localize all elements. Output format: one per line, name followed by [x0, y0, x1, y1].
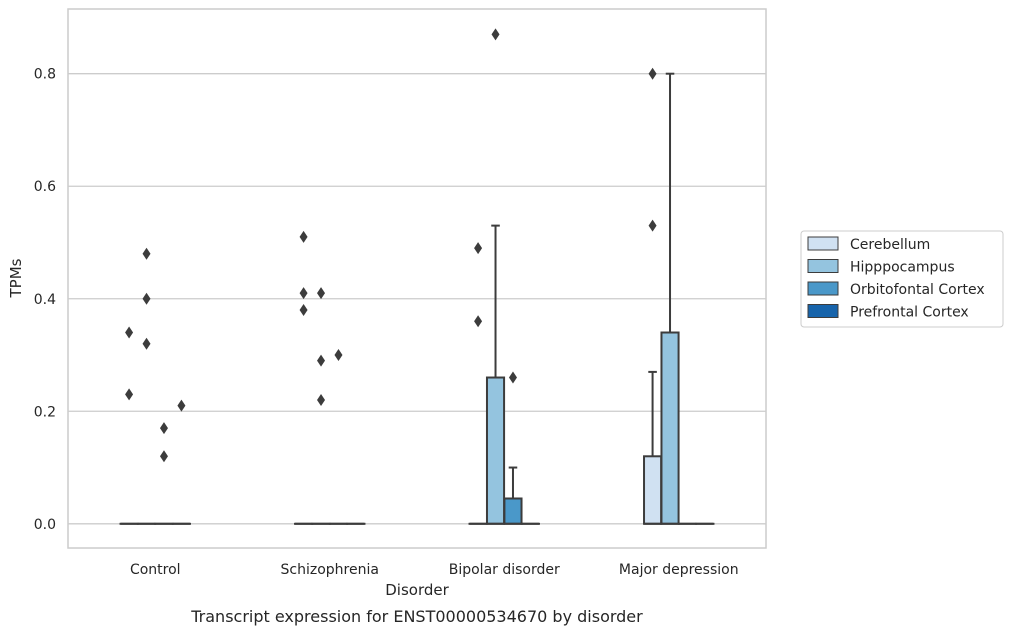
legend-label: Prefrontal Cortex [850, 305, 969, 321]
box-body [485, 376, 506, 525]
outlier-point [317, 394, 326, 407]
outlier-point [142, 292, 151, 305]
outlier-point [299, 304, 308, 317]
outlier-point [334, 349, 343, 362]
box-body [503, 497, 523, 525]
y-axis-label: TPMs [7, 258, 25, 298]
legend-swatch [807, 236, 839, 251]
outlier-point [648, 67, 657, 80]
legend-label: Cerebellum [850, 237, 930, 253]
box-orbitofontal-cortex [503, 466, 523, 525]
outlier-point [317, 354, 326, 367]
outlier-point [125, 388, 134, 401]
legend-label: Hipppocampus [850, 260, 955, 276]
outlier-point [125, 326, 134, 339]
box-hipppocampus [485, 224, 506, 525]
legend-swatch [807, 259, 839, 273]
box-plot-series [119, 72, 715, 525]
y-tick-label: 0.8 [34, 67, 56, 83]
outlier-point [508, 371, 517, 384]
legend: Cerebellum Hipppocampus Orbitofontal Corte… [800, 230, 1004, 328]
x-tick-label: Schizophrenia [281, 562, 379, 578]
outlier-point [491, 28, 500, 41]
outlier-point [142, 247, 151, 260]
box-body [660, 331, 680, 525]
outlier-point [159, 450, 168, 463]
outlier-point [177, 399, 186, 412]
outlier-point [299, 287, 308, 300]
legend-label: Orbitofontal Cortex [850, 282, 985, 298]
legend-frame [800, 230, 1004, 328]
x-axis-label: Disorder [385, 581, 449, 599]
outlier-point [317, 287, 326, 300]
outlier-point [142, 337, 151, 350]
outlier-point [648, 219, 657, 232]
outlier-point [159, 422, 168, 435]
box-hipppocampus [660, 72, 680, 525]
y-tick-label: 0.6 [34, 179, 56, 195]
y-tick-label: 0.0 [34, 517, 56, 533]
chart-caption: Transcript expression for ENST0000053467… [190, 607, 643, 626]
legend-swatch [807, 304, 839, 318]
y-tick-labels: 0.0 0.2 0.4 0.6 0.8 [34, 67, 56, 533]
legend-swatch [807, 281, 839, 296]
x-tick-labels: Control Schizophrenia Bipolar disorder Majo… [130, 562, 739, 578]
box-body [643, 455, 663, 525]
outlier-point [474, 315, 483, 328]
plot-frame [67, 8, 767, 549]
outlier-point [474, 242, 483, 255]
x-tick-label: Control [130, 562, 181, 578]
y-tick-label: 0.2 [34, 404, 56, 420]
y-tick-label: 0.4 [34, 292, 56, 308]
outlier-points [125, 28, 657, 463]
x-tick-label: Major depression [619, 562, 739, 578]
x-tick-label: Bipolar disorder [449, 562, 560, 578]
outlier-point [299, 230, 308, 243]
